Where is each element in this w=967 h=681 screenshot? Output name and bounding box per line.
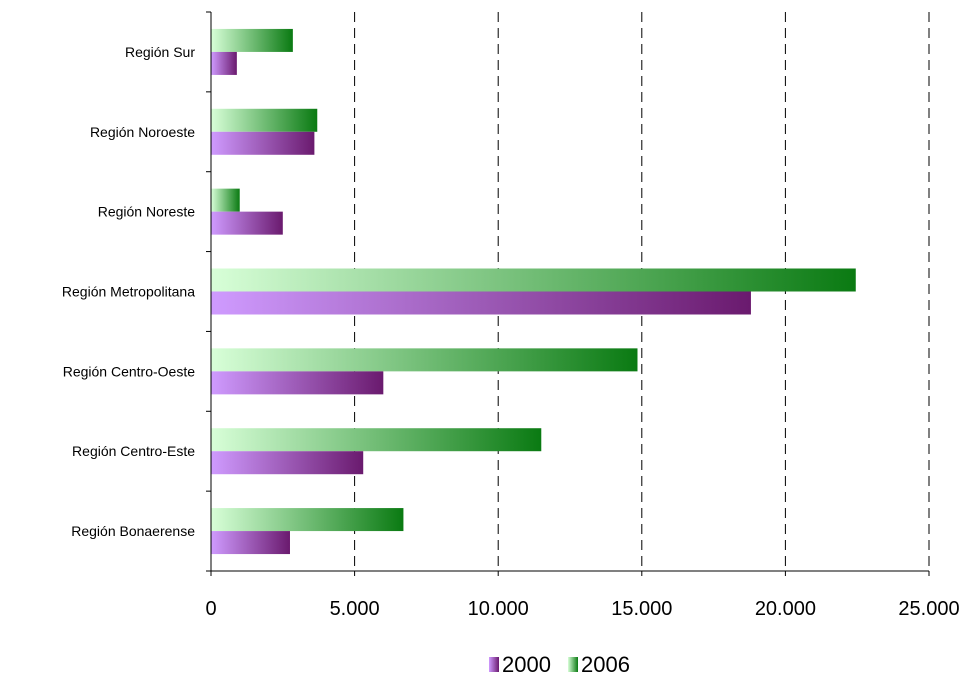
x-tick-label: 5.000 <box>330 598 380 620</box>
bar-2006-3 <box>211 268 856 292</box>
category-label: Región Sur <box>125 44 195 60</box>
bar-2006-1 <box>211 108 318 132</box>
bar-2000-1 <box>211 131 315 155</box>
legend-label-2000: 2000 <box>502 652 551 677</box>
x-tick-label: 25.000 <box>898 598 959 620</box>
bar-2000-0 <box>211 51 237 75</box>
bar-2006-4 <box>211 348 638 372</box>
bar-2000-6 <box>211 531 290 555</box>
category-label: Región Noreste <box>98 204 195 220</box>
category-label: Región Centro-Oeste <box>63 363 196 379</box>
category-label: Región Bonaerense <box>71 523 195 539</box>
bar-2006-2 <box>211 188 240 212</box>
axes <box>206 11 930 576</box>
x-tick-label: 15.000 <box>611 598 672 620</box>
labels: Región Sur Región Noroeste Región Noreste R… <box>62 44 960 620</box>
category-label: Región Metropolitana <box>62 284 195 300</box>
legend: 2000 2006 <box>489 652 630 677</box>
legend-swatch-2000 <box>489 657 499 672</box>
bar-2000-5 <box>211 451 364 475</box>
category-label: Región Noroeste <box>90 124 195 140</box>
x-tick-label: 10.000 <box>468 598 529 620</box>
x-tick-label: 20.000 <box>755 598 816 620</box>
legend-label-2006: 2006 <box>581 652 630 677</box>
bar-2000-4 <box>211 371 384 395</box>
legend-swatch-2006 <box>568 657 578 672</box>
bar-2006-5 <box>211 428 542 452</box>
bar-2000-2 <box>211 211 283 235</box>
bar-2006-6 <box>211 508 404 532</box>
x-tick-label: 0 <box>205 598 216 620</box>
bar-2006-0 <box>211 28 293 52</box>
category-label: Región Centro-Este <box>72 443 195 459</box>
bar-2000-3 <box>211 291 751 315</box>
bars <box>211 28 856 555</box>
